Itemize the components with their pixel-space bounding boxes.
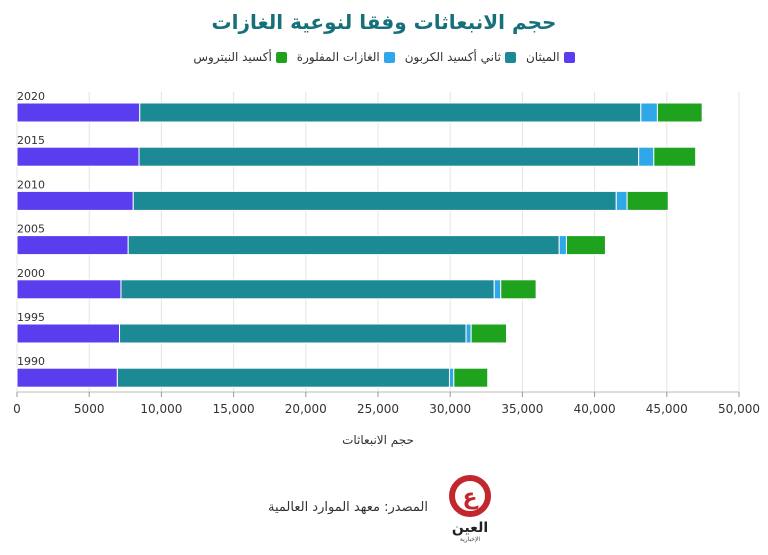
bar-segment [656, 102, 703, 123]
logo-ring [449, 475, 491, 517]
bar-segment [640, 102, 658, 123]
x-tick-label: 45,000 [646, 402, 688, 416]
legend-swatch [383, 51, 395, 63]
category-label: 1990 [17, 355, 45, 368]
bar-segment [626, 190, 669, 211]
bar-segment [500, 279, 537, 300]
legend-label: الميثان [525, 50, 560, 64]
bar-segment [638, 146, 655, 167]
bar-segment [470, 323, 508, 344]
legend-item[interactable]: أكسيد النيتروس [193, 50, 287, 64]
bar-segment [16, 235, 129, 256]
logo-glyph: ع [462, 485, 478, 510]
legend-label: أكسيد النيتروس [193, 50, 272, 64]
x-axis-title: حجم الانبعاثات [342, 433, 414, 447]
legend-label: ثاني أكسيد الكربون [404, 50, 501, 64]
bar-segment [16, 279, 122, 300]
chart-legend: الميثان ثاني أكسيد الكربون الغازات المفلور… [0, 50, 768, 64]
x-tick-label: 5000 [74, 402, 105, 416]
bar-segment [138, 146, 640, 167]
category-label: 1995 [17, 311, 45, 324]
x-tick-label: 20,000 [285, 402, 327, 416]
category-label: 2010 [17, 178, 45, 191]
legend-swatch [275, 51, 287, 63]
bar-segment [16, 367, 118, 388]
bar-segment [448, 367, 455, 388]
category-label: 2015 [17, 134, 45, 147]
chart-plot-area: 2020 2015 2010 2005 2000 1995 1990 0 5000 10,000 1… [13, 90, 760, 447]
logo-text: العين [452, 520, 488, 536]
bar-segment [127, 235, 560, 256]
bar-segment [653, 146, 697, 167]
bar-segment [16, 102, 141, 123]
legend-item[interactable]: ثاني أكسيد الكربون [405, 50, 516, 64]
bar-segment [132, 190, 617, 211]
category-label: 2000 [17, 267, 45, 280]
x-tick-label: 25,000 [357, 402, 399, 416]
bar-segment [116, 367, 450, 388]
legend-item[interactable]: الميثان [526, 50, 575, 64]
x-tick-label: 15,000 [213, 402, 255, 416]
legend-item[interactable]: الغازات المفلورة [297, 50, 395, 64]
bar-segment [565, 235, 606, 256]
al-ain-logo: ع العين الإخبارية [449, 475, 491, 543]
source-note: المصدر: معهد الموارد العالمية [268, 500, 428, 515]
bar-segment [16, 323, 121, 344]
category-label: 2005 [17, 223, 45, 236]
x-tick-label: 30,000 [429, 402, 471, 416]
x-tick-label: 40,000 [574, 402, 616, 416]
chart-title: حجم الانبعاثات وفقا لنوعية الغازات [211, 10, 557, 34]
x-tick-label: 10,000 [140, 402, 182, 416]
legend-label: الغازات المفلورة [296, 50, 380, 64]
bar-segment [139, 102, 642, 123]
bar-segment [558, 235, 567, 256]
x-tick-label: 50,000 [718, 402, 760, 416]
bar-segment [16, 146, 140, 167]
legend-swatch [504, 51, 516, 63]
legend-swatch [563, 51, 575, 63]
category-label: 2020 [17, 90, 45, 103]
x-tick-label: 35,000 [501, 402, 543, 416]
bar-segment [453, 367, 489, 388]
bar-segment [615, 190, 628, 211]
x-tick-label: 0 [13, 402, 21, 416]
bar-segment [120, 279, 495, 300]
bar-segment [16, 190, 134, 211]
bar-segment [465, 323, 472, 344]
bar-segment [493, 279, 502, 300]
logo-subtext: الإخبارية [460, 536, 481, 543]
bar-segment [119, 323, 467, 344]
